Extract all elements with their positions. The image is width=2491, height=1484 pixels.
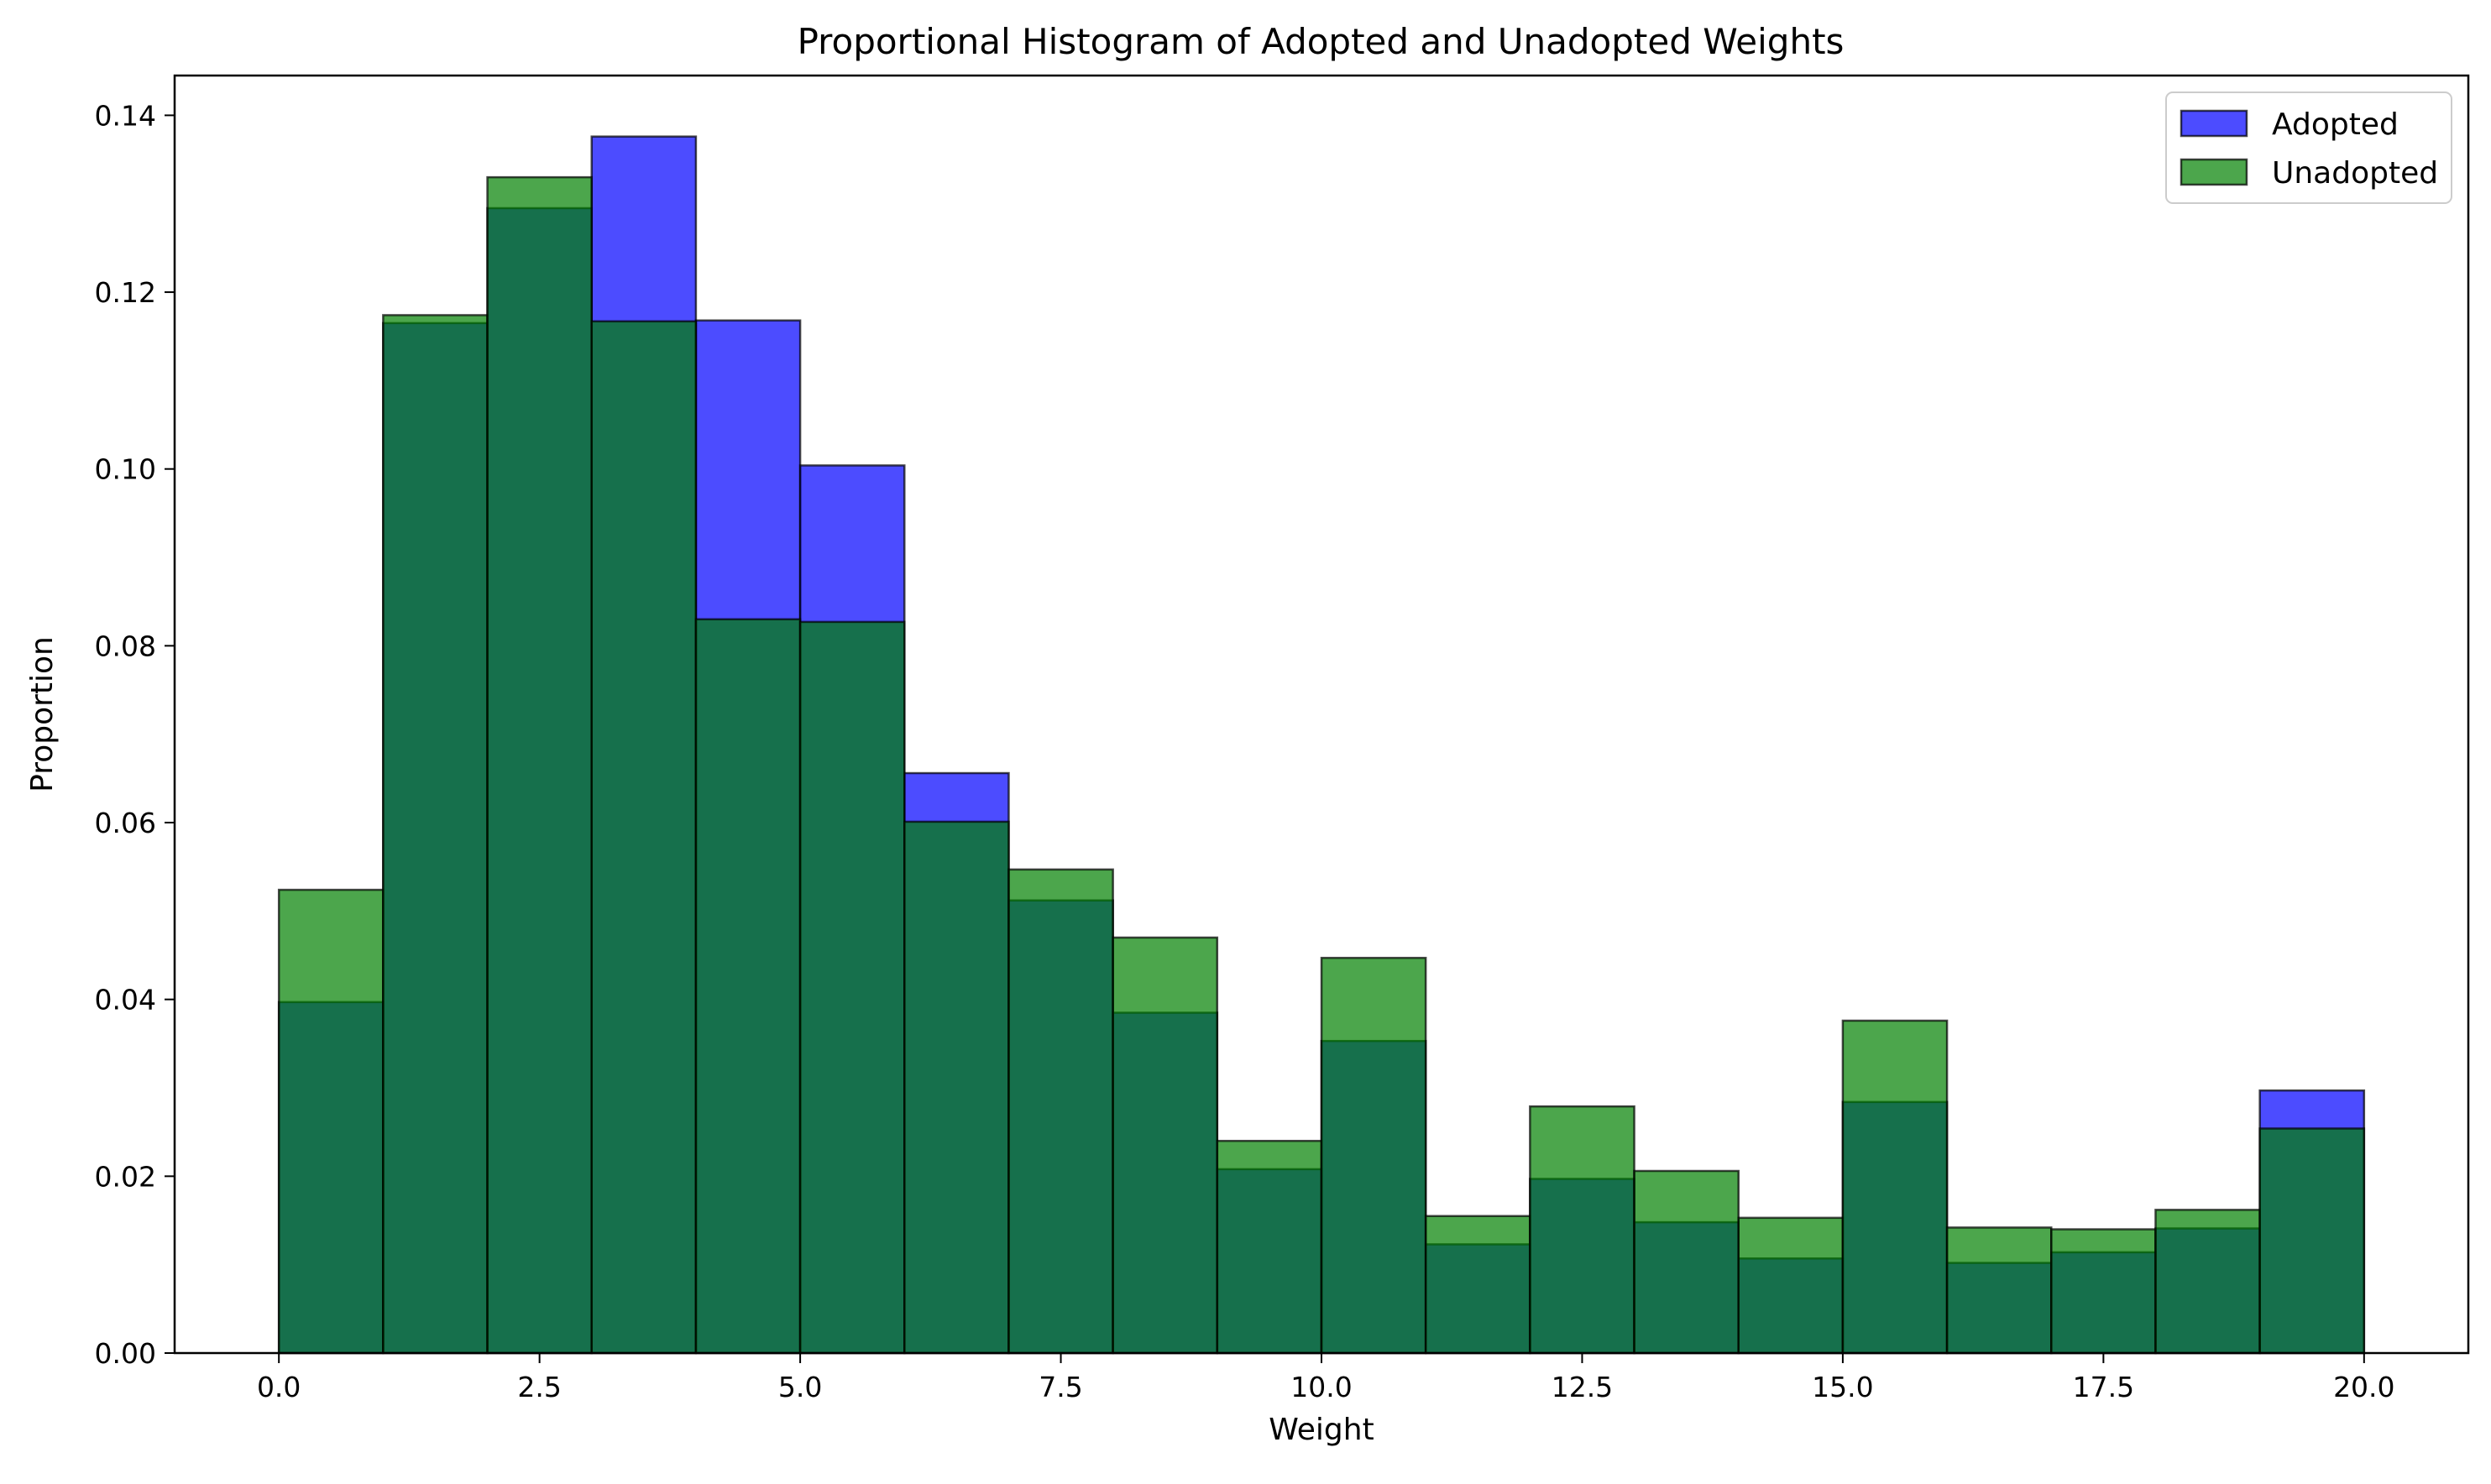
x-tick-label: 20.0	[2333, 1371, 2394, 1403]
bar-unadopted-0	[277, 888, 385, 1355]
series-unadopted	[277, 175, 2366, 1355]
y-tick-label: 0.10	[95, 453, 156, 486]
x-axis-ticks: 0.0 2.5 5.0 7.5 10.0 12.5 15.0 17.5 20.0	[257, 1353, 2395, 1403]
bar-unadopted-5	[798, 620, 906, 1355]
y-tick-label: 0.08	[95, 630, 156, 662]
legend-label-unadopted: Unadopted	[2272, 156, 2438, 191]
bar-unadopted-16	[1945, 1226, 2053, 1355]
x-tick-label: 5.0	[778, 1371, 822, 1403]
x-tick-label: 7.5	[1039, 1371, 1082, 1403]
legend-label-adopted: Adopted	[2272, 107, 2399, 142]
bar-unadopted-12	[1529, 1105, 1635, 1355]
bar-unadopted-17	[2050, 1228, 2157, 1355]
y-tick-label: 0.04	[95, 984, 156, 1016]
bar-unadopted-4	[694, 618, 802, 1355]
bars-layer	[277, 135, 2366, 1355]
chart-title: Proportional Histogram of Adopted and Un…	[798, 21, 1845, 62]
x-axis-label: Weight	[1269, 1413, 1374, 1447]
y-tick-label: 0.12	[95, 276, 156, 309]
bar-unadopted-19	[2258, 1127, 2366, 1355]
y-tick-label: 0.00	[95, 1337, 156, 1370]
y-tick-label: 0.06	[95, 807, 156, 839]
bar-unadopted-7	[1007, 868, 1114, 1355]
bar-unadopted-14	[1737, 1216, 1845, 1355]
bar-unadopted-18	[2154, 1209, 2261, 1355]
bar-unadopted-3	[590, 320, 698, 1355]
x-tick-label: 15.0	[1812, 1371, 1873, 1403]
y-axis-label: Proportion	[25, 636, 60, 792]
bar-unadopted-6	[903, 820, 1010, 1355]
x-tick-label: 12.5	[1552, 1371, 1613, 1403]
y-axis-ticks: 0.00 0.02 0.04 0.06 0.08 0.10 0.12 0.14	[95, 99, 175, 1370]
legend-swatch-adopted	[2180, 109, 2248, 138]
bar-unadopted-15	[1841, 1019, 1949, 1355]
bar-unadopted-1	[382, 314, 489, 1355]
y-tick-label: 0.14	[95, 99, 156, 132]
bar-unadopted-11	[1424, 1215, 1531, 1355]
x-tick-label: 17.5	[2073, 1371, 2134, 1403]
y-tick-label: 0.02	[95, 1160, 156, 1193]
x-tick-label: 10.0	[1290, 1371, 1352, 1403]
x-tick-label: 0.0	[257, 1371, 301, 1403]
bar-unadopted-8	[1112, 936, 1219, 1355]
legend-swatch-unadopted	[2180, 158, 2248, 186]
bar-unadopted-10	[1320, 956, 1427, 1355]
bar-unadopted-9	[1216, 1139, 1323, 1355]
bar-unadopted-13	[1633, 1169, 1740, 1355]
bar-unadopted-2	[486, 175, 593, 1355]
x-tick-label: 2.5	[517, 1371, 561, 1403]
legend: Adopted Unadopted	[2165, 91, 2452, 204]
